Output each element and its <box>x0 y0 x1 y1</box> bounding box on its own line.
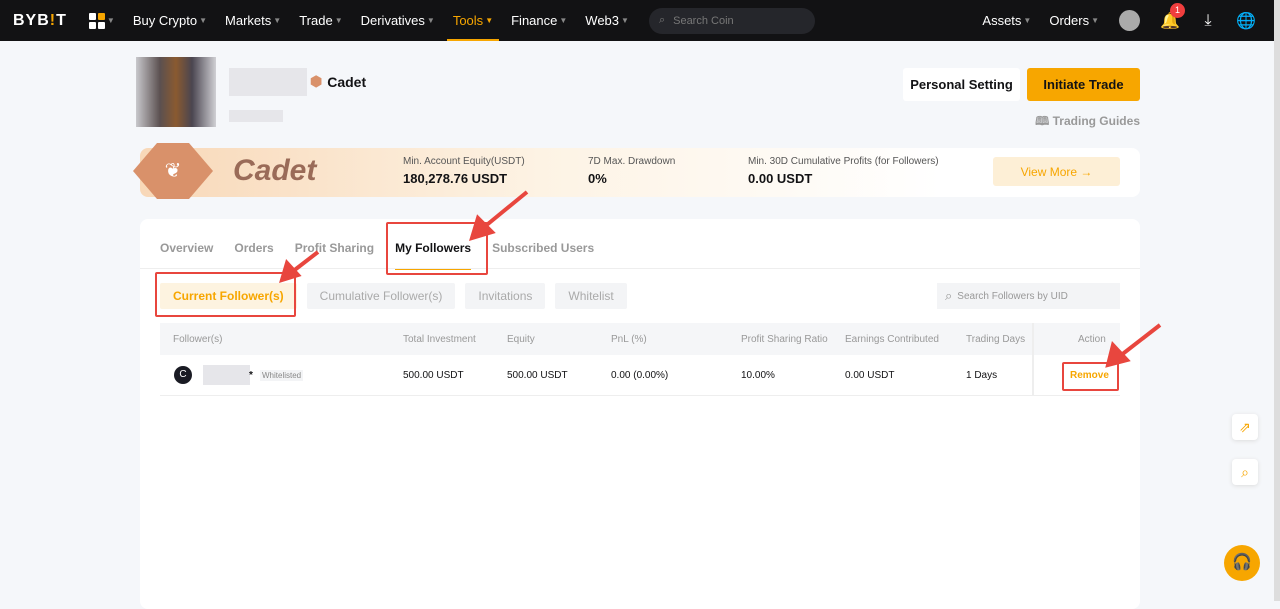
subtab-cumulative-followers[interactable]: Cumulative Follower(s) <box>306 283 456 309</box>
globe-icon[interactable]: 🌐 <box>1236 12 1256 30</box>
nav-buy-crypto[interactable]: Buy Crypto ▼ <box>132 13 208 28</box>
scrollbar[interactable] <box>1274 0 1280 601</box>
level-banner <box>140 148 1140 197</box>
tab-orders[interactable]: Orders <box>234 241 274 255</box>
level-label: ⬢ Cadet <box>310 73 367 90</box>
nav-assets[interactable]: Assets ▼ <box>982 13 1032 28</box>
trading-guides-link[interactable]: 🕮 Trading Guides <box>1035 114 1140 128</box>
personal-setting-button[interactable]: Personal Setting <box>903 68 1020 101</box>
subtab-invitations[interactable]: Invitations <box>465 283 546 309</box>
stat-drawdown: 7D Max. Drawdown 0% <box>588 156 676 186</box>
subtab-current-followers[interactable]: Current Follower(s) <box>160 283 297 309</box>
nav-finance[interactable]: Finance ▼ <box>511 13 568 28</box>
nav-markets[interactable]: Markets ▼ <box>225 13 282 28</box>
tab-overview[interactable]: Overview <box>160 241 214 255</box>
headset-support-icon[interactable]: 🎧 <box>1224 545 1260 581</box>
annotation-box <box>155 272 296 317</box>
divider <box>140 268 1140 269</box>
apps-grid-icon[interactable] <box>88 12 105 29</box>
blurred-uid <box>229 110 283 122</box>
profile-avatar <box>136 57 216 127</box>
nav-derivatives[interactable]: Derivatives ▼ <box>360 13 435 28</box>
initiate-trade-button[interactable]: Initiate Trade <box>1027 68 1140 101</box>
annotation-box <box>386 222 488 275</box>
search-document-icon[interactable]: ⌕ <box>1232 459 1258 485</box>
whitelisted-tag: Whitelisted <box>260 369 304 381</box>
tab-subscribed-users[interactable]: Subscribed Users <box>492 241 595 255</box>
user-avatar[interactable] <box>1119 10 1140 31</box>
tab-profit-sharing[interactable]: Profit Sharing <box>294 241 375 255</box>
follower-search-input[interactable]: ⌕ Search Followers by UID <box>937 283 1120 309</box>
subtab-whitelist[interactable]: Whitelist <box>555 283 627 309</box>
cadet-badge-icon: ⬢ <box>310 73 323 89</box>
top-nav: BYB!T ▼ Buy Crypto ▼ Markets ▼ Trade ▼ Deri… <box>0 0 1274 41</box>
nav-tools[interactable]: Tools ▼ <box>446 0 500 41</box>
nav-web3[interactable]: Web3 ▼ <box>585 13 629 28</box>
search-icon: ⌕ <box>945 288 953 303</box>
blurred-follower-uid <box>203 365 250 385</box>
banner-level: Cadet <box>233 154 317 187</box>
bell-icon[interactable]: 🔔 1 <box>1160 2 1185 31</box>
view-more-button[interactable]: View More → <box>993 157 1120 186</box>
column-divider <box>1032 323 1034 396</box>
nav-orders[interactable]: Orders ▼ <box>1049 13 1099 28</box>
download-icon[interactable]: ⤓ <box>1204 11 1212 29</box>
table-row: C * Whitelisted 500.00 USDT 500.00 USDT … <box>160 355 1120 396</box>
search-icon: ⌕ <box>658 14 666 26</box>
notification-badge: 1 <box>1170 2 1185 18</box>
search-coin-input[interactable]: ⌕ Search Coin <box>648 7 815 34</box>
stat-cumulative-profits: Min. 30D Cumulative Profits (for Followe… <box>748 156 939 186</box>
follower-avatar: C <box>174 366 192 384</box>
tabs: Overview Orders Profit Sharing My Follow… <box>160 241 595 270</box>
nav-trade[interactable]: Trade ▼ <box>299 13 343 28</box>
stat-min-equity: Min. Account Equity(USDT) 180,278.76 USDT <box>403 156 525 186</box>
table-header: Follower(s) Total Investment Equity PnL … <box>160 323 1120 355</box>
share-icon[interactable]: ⇗ <box>1232 414 1258 440</box>
blurred-username <box>229 68 307 96</box>
tab-my-followers[interactable]: My Followers <box>395 241 472 270</box>
remove-button[interactable]: Remove <box>1070 369 1109 381</box>
book-icon: 🕮 <box>1035 114 1050 128</box>
annotation-box <box>1062 362 1119 391</box>
bybit-logo[interactable]: BYB!T <box>13 11 67 29</box>
